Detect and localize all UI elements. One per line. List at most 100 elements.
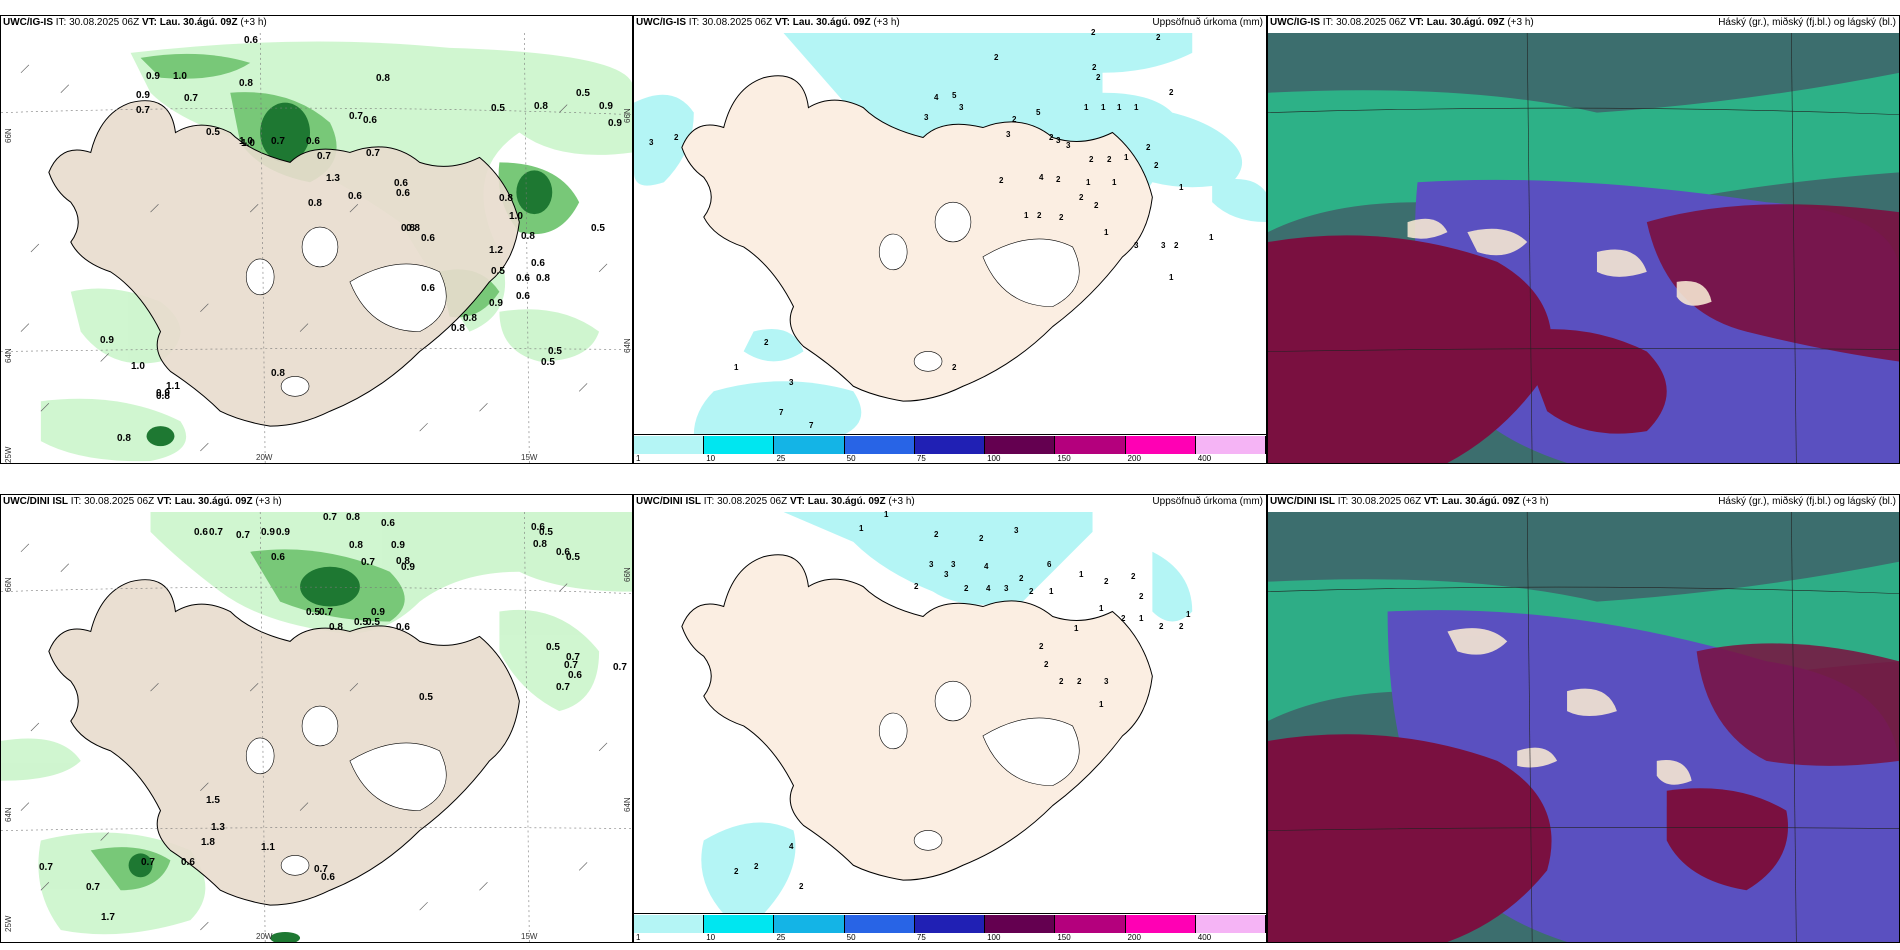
precip-value: 1 <box>1084 103 1089 112</box>
precip-value: 2 <box>1107 155 1112 164</box>
precip-value: 0.6 <box>516 291 530 302</box>
lon-label: 15W <box>521 453 538 462</box>
precip-value: 0.7 <box>209 527 223 538</box>
lat-label: 64N <box>4 348 13 363</box>
precip-value: 3 <box>1006 130 1011 139</box>
precip-value: 0.6 <box>516 273 530 284</box>
precip-value: 1 <box>859 524 864 533</box>
precip-value: 2 <box>1096 73 1101 82</box>
precip-value: 2 <box>1121 614 1126 623</box>
precip-value: 1.7 <box>101 912 115 923</box>
precip-value: 2 <box>1156 33 1161 42</box>
precip-value: 0.9 <box>261 527 275 538</box>
colorbar-swatch <box>985 915 1056 933</box>
precip-value: 0.7 <box>184 93 198 104</box>
lat-label: 25W <box>4 446 13 463</box>
precip-value: 0.9 <box>136 90 150 101</box>
wind-barbs <box>20 64 608 452</box>
colorbar-swatch <box>985 436 1056 454</box>
precip-value: 0.5 <box>541 357 555 368</box>
precip-value: 2 <box>734 867 739 876</box>
glaciers <box>245 705 447 876</box>
precip-value: 0.8 <box>396 556 410 567</box>
precip-value: 0.5 <box>491 266 505 277</box>
land-gaps <box>1407 218 1712 306</box>
precip-value: 0.9 <box>100 335 114 346</box>
precip-value: 2 <box>979 534 984 543</box>
precip-value: 0.7 <box>317 151 331 162</box>
precip-value: 0.7 <box>136 105 150 116</box>
panel-title: UWC/IG-IS IT: 30.08.2025 06Z VT: Lau. 30… <box>3 17 267 28</box>
precip-heavy <box>146 102 553 447</box>
precip-value: 1 <box>1099 604 1104 613</box>
colorbar-swatch <box>774 915 845 933</box>
precip-value: 1 <box>1024 211 1029 220</box>
colorbar-swatch <box>1055 915 1126 933</box>
colorbar-tick-label: 400 <box>1197 454 1212 463</box>
lon-label: 20W <box>256 932 273 941</box>
precip-value: 0.5 <box>206 127 220 138</box>
map-area <box>1268 512 1899 942</box>
colorbar-tick-label: 50 <box>846 454 856 463</box>
precip-value: 2 <box>1059 213 1064 222</box>
colorbar-tick-label: 75 <box>916 933 926 942</box>
iceland-land <box>681 554 1153 881</box>
value-labels: 1 1 2 2 3 3 3 3 4 2 2 4 3 6 2 1 1 2 2 2 … <box>634 510 1266 914</box>
precip-value: 0.6 <box>306 136 320 147</box>
precip-value: 1.1 <box>166 381 180 392</box>
precip-value: 1 <box>1099 700 1104 709</box>
colorbar-tick-label: 75 <box>916 454 926 463</box>
precip-value: 1 <box>1079 570 1084 579</box>
precip-value: 1 <box>1086 178 1091 187</box>
precip-value: 0.9 <box>489 298 503 309</box>
precip-value: 0.5 <box>566 552 580 563</box>
precip-value: 2 <box>1079 193 1084 202</box>
precip-value: 0.8 <box>401 223 415 234</box>
precip-value: 0.8 <box>156 391 170 402</box>
precip-value: 3 <box>1066 141 1071 150</box>
precip-value: 4 <box>934 93 939 102</box>
lat-label: 64N <box>623 797 632 812</box>
lat-label: 64N <box>623 338 632 353</box>
colorbar: 1 10 25 50 75 100 150 200 400 <box>634 434 1266 463</box>
precip-value: 2 <box>1089 155 1094 164</box>
precip-value: 3 <box>951 560 956 569</box>
field-name: Uppsöfnuð úrkoma (mm) <box>1152 17 1263 28</box>
precip-value: 3 <box>929 560 934 569</box>
field-name: Háský (gr.), miðský (fj.bl.) og lágský (… <box>1718 17 1896 28</box>
colorbar-swatch <box>634 436 705 454</box>
panel-bot-mid-accum-precip: UWC/DINI ISL IT: 30.08.2025 06Z VT: Lau.… <box>633 494 1267 943</box>
precip-value: 0.6 <box>568 670 582 681</box>
colorbar-swatch <box>844 436 915 454</box>
precip-value: 1.0 <box>173 71 187 82</box>
precip-value: 0.9 <box>276 527 290 538</box>
precip-value: 0.7 <box>613 662 627 673</box>
precip-value: 0.8 <box>346 512 360 523</box>
precip-value: 1 <box>1134 103 1139 112</box>
precip-value: 1 <box>734 363 739 372</box>
precip-value: 0.8 <box>536 273 550 284</box>
precip-value: 0.5 <box>354 617 368 628</box>
precip-value: 0.7 <box>236 530 250 541</box>
panel-title: UWC/DINI ISL IT: 30.08.2025 06Z VT: Lau.… <box>636 496 915 507</box>
colorbar-tick-label: 100 <box>987 454 1001 463</box>
wind-barbs <box>20 543 608 931</box>
panel-title: UWC/DINI ISL IT: 30.08.2025 06Z VT: Lau.… <box>3 496 282 507</box>
precip-value: 0.6 <box>363 115 377 126</box>
precip-value: 3 <box>789 378 794 387</box>
precip-value: 0.7 <box>323 512 337 523</box>
precip-value: 1.0 <box>239 136 253 147</box>
precip-value: 2 <box>674 133 679 142</box>
value-labels: 0.6 0.7 0.7 0.9 0.9 0.7 0.8 0.6 0.8 0.9 … <box>1 512 632 942</box>
precip-value: 6 <box>1047 560 1052 569</box>
colorbar-tick-label: 150 <box>1057 933 1071 942</box>
field-name: Uppsöfnuð úrkoma (mm) <box>1152 496 1263 507</box>
precip-value: 0.9 <box>599 101 613 112</box>
precip-value: 3 <box>944 570 949 579</box>
precip-value: 0.5 <box>491 103 505 114</box>
low-cloud-s <box>1517 329 1667 434</box>
precip-value: 1 <box>1074 624 1079 633</box>
precip-value: 1.5 <box>206 795 220 806</box>
precip-light-cyan <box>701 512 1193 914</box>
precip-value: 2 <box>1159 622 1164 631</box>
